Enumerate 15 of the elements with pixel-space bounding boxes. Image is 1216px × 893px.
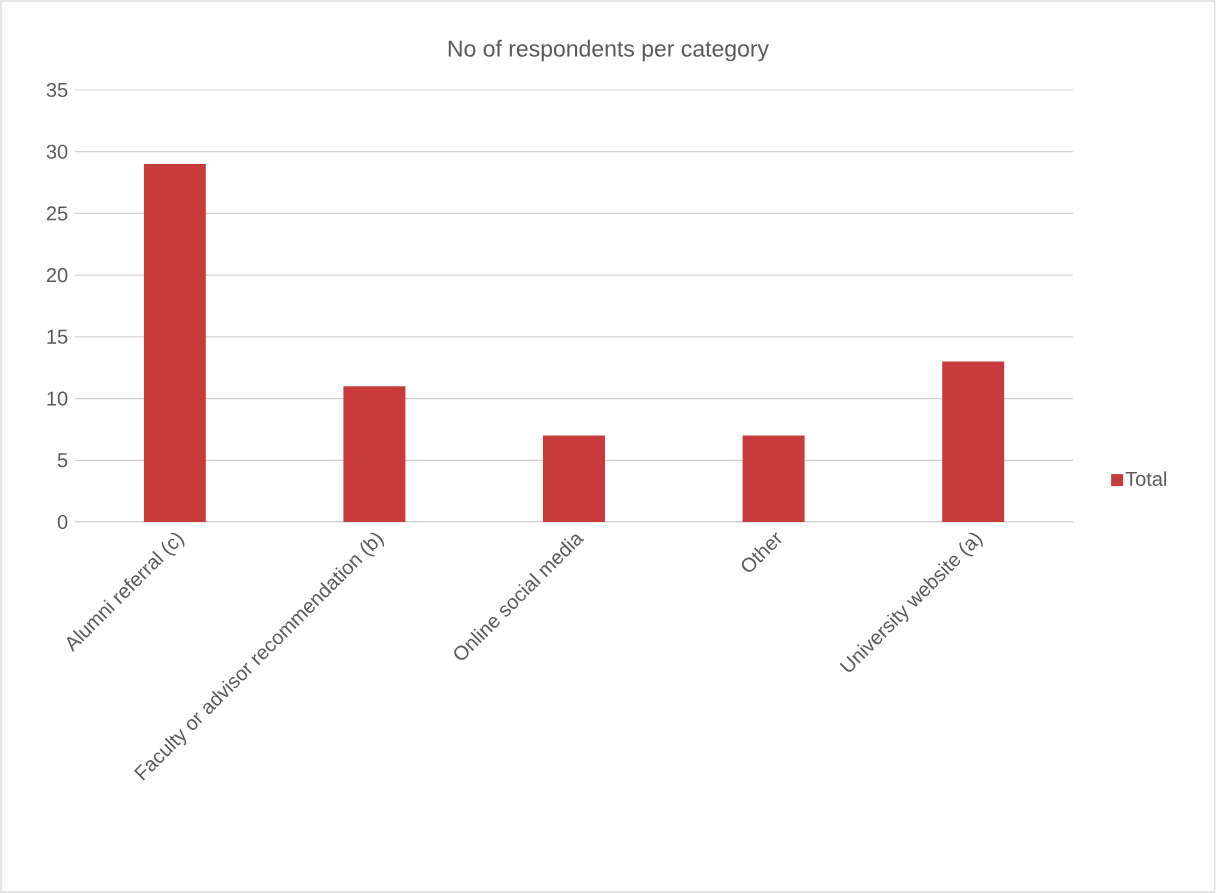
y-tick-label: 25 xyxy=(46,206,68,221)
y-tick-label: 0 xyxy=(57,514,68,530)
y-tick-label: 10 xyxy=(47,391,68,406)
y-tick-label: 20 xyxy=(46,268,68,283)
y-tick-label: 15 xyxy=(47,329,68,344)
y-tick-label: 35 xyxy=(46,82,68,98)
bar xyxy=(143,164,206,522)
bar xyxy=(942,361,1005,522)
bar xyxy=(742,435,805,522)
y-tick-label: 5 xyxy=(57,453,68,468)
bar xyxy=(543,435,605,522)
bar xyxy=(343,386,406,522)
legend-label: Total xyxy=(1125,471,1167,487)
y-tick-label: 30 xyxy=(46,144,68,159)
chart-title: No of respondents per category xyxy=(448,39,770,62)
